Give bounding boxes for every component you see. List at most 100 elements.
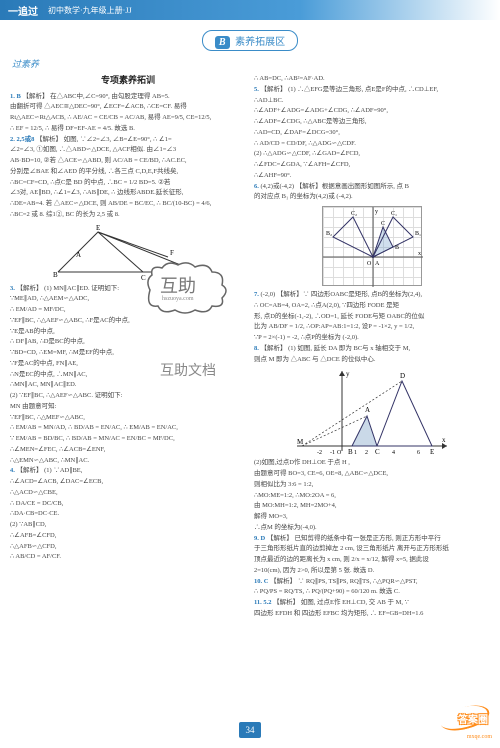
q2-t5: ∴BC=CF=CD, ∴点C是 BD 的中点, ∴BC = 1/2 BD=5. …	[10, 178, 246, 188]
q6-t1: 【解析】根据意画出图形如图所示, 点 B	[296, 183, 409, 190]
section-badge-inner: B 素养拓展区	[202, 30, 298, 51]
grid-A: A	[375, 261, 380, 267]
q10-label: 【解析】	[270, 578, 296, 585]
q4-t8: ∴△AFB∽△CFD,	[10, 542, 246, 552]
q2-t8: ∴BC=2 或 8. 综1②, BC 的长为 2,5 或 8.	[10, 210, 246, 220]
grid-x: x	[418, 251, 421, 257]
q7-t5: ∵P = 2×(-1) = -2, ∴点P的坐标为 (-2,0).	[254, 333, 490, 343]
q3-t4: ∵EF∥BC, ∴△AEF∽△ABC, ∴F是AC的中点,	[10, 316, 246, 326]
page-container: 一追过 初中数学·九年级上册·JJ B 素养拓展区 过素养 专项素养拓训 1. …	[0, 0, 500, 748]
q2-label: 【解析】	[36, 136, 62, 143]
q8-label: 【解析】	[261, 345, 287, 352]
section-badge: B 素养拓展区	[0, 30, 500, 51]
tri-p2: 2	[365, 450, 368, 456]
q3-t6: ∴ DF∥AB, ∴D是BC的中点,	[10, 337, 246, 347]
tri-p4: 4	[392, 450, 395, 456]
q8b-t4: ∴MO:ME=1:2, ∴MO:2OA = 6,	[254, 491, 490, 501]
grid-B1: B₁	[415, 231, 421, 237]
q4c-t1: ∴ AB=DC, ∴AB²=AF·AD.	[254, 74, 490, 84]
tri-x: x	[442, 436, 446, 444]
q6-t2: 的对应点 B₁ 的坐标为(4,2)或 (-4,2).	[254, 192, 490, 202]
fig1-A: A	[76, 251, 81, 259]
tri-o: O	[337, 450, 342, 456]
q8-t2: 则点 M 即为 △ABC 与 △DCE 的位似中心.	[254, 355, 490, 365]
q7-num: 7.	[254, 291, 259, 298]
q1-t1: 在△ABC中,∠C=90°, 由勾股定理得 AB=5.	[50, 93, 170, 100]
content-columns: 专项素养拓训 1. B 【解析】 在△ABC中,∠C=90°, 由勾股定理得 A…	[0, 74, 500, 620]
q2-t2: ∠2=∠3, ①如图, ∴△ABD∽△DCE, △ACF相似. 由∠1=∠3	[10, 145, 246, 155]
q11-label: 【解析】	[273, 599, 299, 606]
q4-t2: ∴∠ACD=∠ACB, ∠DAC=∠ECB,	[10, 477, 246, 487]
q5-t1: (1) ∴△EFG是等边三角形, 点E是F的中点, ∴CD⊥EF,	[288, 86, 438, 93]
q3-t12: MN 由题意可知:	[10, 402, 246, 412]
header-subject: 初中数学·九年级上册·JJ	[48, 5, 132, 16]
left-column: 专项素养拓训 1. B 【解析】 在△ABC中,∠C=90°, 由勾股定理得 A…	[10, 74, 246, 620]
q7-t3: 形, 点D的坐标(-1,-2), ∴OD=1, 延长 FODE与矩 OABC的位…	[254, 312, 490, 322]
q5-t7: (2) ∴△ADG∽△CDF, ∴∠GAD=∠FCD,	[254, 149, 490, 159]
tri-m2: -2	[317, 450, 322, 456]
q11-t2: 四边形 EFDH 和 四边形 EFBC 均为矩形, ∴ EF=GB=DH=1.6	[254, 609, 490, 619]
q7-line: 7. (-2,0) 【解析】∵ 四边形OABC是矩形, 点B的坐标为(2,4),	[254, 290, 490, 300]
q2-t3: AB·BD=10, ②若 △ACE∽△ABD, 则 AC/AB = CE/BD,…	[10, 156, 246, 166]
figure-grid: B₁ B₂ C₁ C₂ A B C x y O	[322, 206, 422, 286]
q3-t15: ∵ EM/AB = BD/BC, ∴ BD/AB = MN/AC = EN/BC…	[10, 434, 246, 444]
q4-line: 4. 【解析】 (1) ∵AD∥BE,	[10, 466, 246, 476]
q3-num: 3.	[10, 285, 15, 292]
q2-line: 2. 2,5或8 【解析】 如图, ∵∠2=∠3, ∠B=∠E=90°, ∴ ∠…	[10, 135, 246, 145]
q7-t1: 【解析】∵ 四边形OABC是矩形, 点B的坐标为(2,4),	[277, 291, 422, 298]
q8b-t5: 由 MO:MH=1:2, MH=2MO+4,	[254, 501, 490, 511]
q9-t1: 已知剪得的纸条中有一张是正方形, 则正方形中平行	[294, 535, 440, 542]
q1-line: 1. B 【解析】 在△ABC中,∠C=90°, 由勾股定理得 AB=5.	[10, 92, 246, 102]
logo-text: 答案圈	[458, 711, 488, 726]
q8-num: 8.	[254, 345, 259, 352]
q11-line: 11. 5.2 【解析】 如图, 过点E作 EH⊥CD, 交 AB 于 M, ∵	[254, 598, 490, 608]
fig1-B: B	[53, 271, 58, 279]
q4-num: 4.	[10, 467, 15, 474]
q3-t14: ∴ EM/AB = MN/AD, ∴ BD/AB = EN/AC, ∴ EM/A…	[10, 423, 246, 433]
q5-t4: ∴∠ADF=∠CDG, ∴△ABC是等边三角形,	[254, 117, 490, 127]
grid-C2: C₂	[351, 211, 357, 217]
corner-logo: 答案圈 mxqe.com	[437, 705, 492, 740]
logo-url: mxqe.com	[467, 734, 492, 740]
q9-t4: 2=10(cm), 因为 2>0, 所以是第 5 张. 故选 D.	[254, 566, 490, 576]
header-badge: 一追过	[8, 3, 38, 18]
figure-triangle: D A M B C E x y -2 -1 O 1 2 4 6	[292, 366, 452, 456]
q2-t7: ∴DE=AB=4. 若 △AEC∽△DCE, 则 AB/DE = BC/EC, …	[10, 199, 246, 209]
q8-line: 8. 【解析】 (1) 如图, 延长 DA 即为 BC与 x 轴相交于 M,	[254, 344, 490, 354]
q5-t9: ∴∠AHF=90°.	[254, 171, 490, 181]
q8-t1: (1) 如图, 延长 DA 即为 BC与 x 轴相交于 M,	[288, 345, 410, 352]
q2-num: 2. 2,5或8	[10, 136, 34, 143]
q1-num: 1. B	[10, 93, 21, 100]
q2-t6: ∠3对, AE∥BD, ∴∠1=∠3, ∴AB∥DE, ∴ 边线形ABDE.延长…	[10, 188, 246, 198]
tri-p1: 1	[354, 450, 357, 456]
q7-label: (-2,0)	[261, 291, 276, 298]
q3-t16: ∴∠MEN=∠FEC, ∴∠ACB=∠ENF,	[10, 445, 246, 455]
watermark-text: 互助	[160, 272, 196, 298]
q3-t1: (1) MN∥AC∥ED. 证明如下:	[44, 285, 119, 292]
grid-O: O	[367, 261, 372, 267]
q11-t1: 如图, 过点E作 EH⊥CD, 交 AB 于 M, ∵	[301, 599, 409, 606]
q2-t1: 如图, ∵∠2=∠3, ∠B=∠E=90°, ∴ ∠1=	[64, 136, 172, 143]
q3-t7: ∵BD=CD, ∴EM=MF, ∴M是EF的中点,	[10, 348, 246, 358]
q10-t1: ∵ RQ∥PS, TS∥PS, RQ∥TS, ∴△PQR∽△PST,	[298, 578, 418, 585]
q1-t2: 由翻折可得 △AEC≅△DEC=90°, ∠ECF=∠ACB, ∴CE=CF. …	[10, 102, 246, 112]
q5-line: 5. 【解析】 (1) ∴△EFG是等边三角形, 点E是F的中点, ∴CD⊥EF…	[254, 85, 490, 95]
grid-C: C	[381, 221, 385, 227]
fig1-F: F	[170, 249, 174, 257]
q4-t7: ∴∠AFB=∠CFD,	[10, 531, 246, 541]
tri-y: y	[346, 370, 350, 378]
q4-t1: (1) ∵AD∥BE,	[44, 467, 82, 474]
column-title: 专项素养拓训	[10, 74, 246, 88]
q8b-t6: 解得 MO=3,	[254, 512, 490, 522]
q4-t4: ∴ DA/CE = DC/CB,	[10, 499, 246, 509]
section-badge-letter: B	[215, 36, 230, 49]
q5-t6: ∴ AD/CD = CD/DF, ∴△ADG∽△CDF.	[254, 139, 490, 149]
q1-t4: ∴ EF = 12/5, ∴ 易得 DF=EF-AE = 4/5. 故选 B.	[10, 124, 246, 134]
grid-C1: C₁	[391, 211, 397, 217]
q4-label: 【解析】	[17, 467, 43, 474]
q3-t5: ∵E是AB的中点,	[10, 327, 246, 337]
q1-t3: Rt△AEC∽Rt△ACB, ∴ AE/AC = CE/CB = AC/AB, …	[10, 113, 246, 123]
tri-C: C	[375, 448, 380, 456]
q9-line: 9. D 【解析】 已知剪得的纸条中有一张是正方形, 则正方形中平行	[254, 534, 490, 544]
q9-label: 【解析】	[267, 535, 293, 542]
